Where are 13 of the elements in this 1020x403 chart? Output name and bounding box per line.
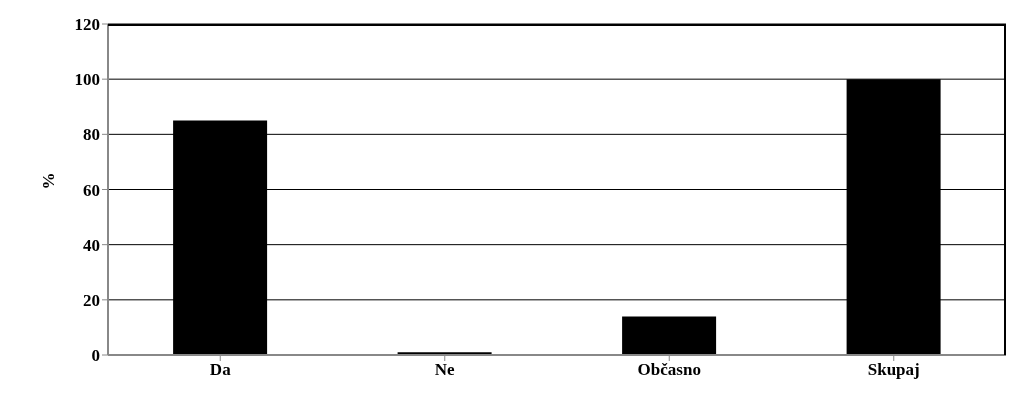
y-tick-label: 80 <box>83 125 100 145</box>
x-tick-label: Skupaj <box>867 360 920 380</box>
y-tick-label: 60 <box>83 180 100 200</box>
y-tick-label: 20 <box>83 290 100 310</box>
x-tick-label: Da <box>209 360 232 380</box>
x-tick-label: Ne <box>434 360 456 380</box>
y-tick-label: 0 <box>91 346 100 366</box>
x-tick-label: Občasno <box>637 360 701 380</box>
y-tick-label: 40 <box>83 235 100 255</box>
bar <box>622 316 717 355</box>
y-tick-label: 100 <box>74 70 100 90</box>
y-axis-title: % <box>39 172 59 190</box>
y-tick-label: 120 <box>74 15 100 35</box>
